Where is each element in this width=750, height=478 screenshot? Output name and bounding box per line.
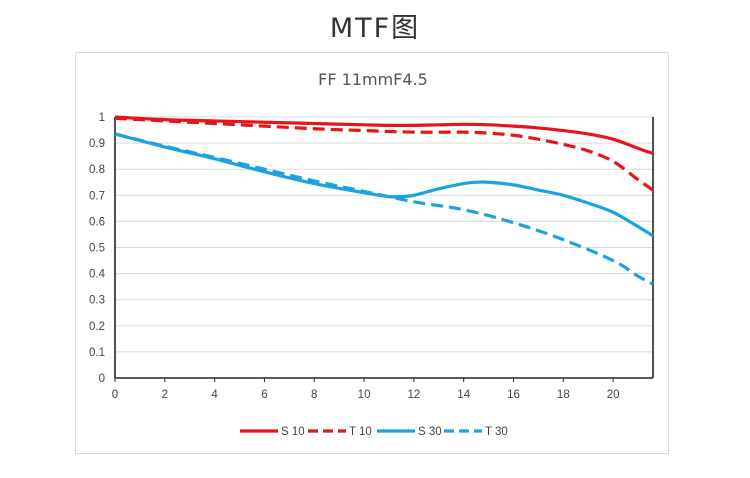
legend-label-s-10: S 10 bbox=[281, 426, 305, 438]
y-tick-label: 0 bbox=[99, 373, 105, 385]
legend-label-t-10: T 10 bbox=[349, 426, 372, 438]
series-line-s-10 bbox=[114, 115, 654, 156]
legend-label-t-30: T 30 bbox=[485, 426, 508, 438]
mtf-chart: FF 11mmF4.5 0 0.1 0.2 0.3 0.4 0.5 0.6 0.7 0.8 0.9… bbox=[89, 70, 654, 438]
y-tick-label: 0.4 bbox=[89, 269, 106, 281]
x-tick-label: 2 bbox=[162, 389, 168, 401]
x-tick-label: 6 bbox=[261, 389, 267, 401]
x-tick-label: 8 bbox=[311, 389, 317, 401]
x-tick-label: 4 bbox=[211, 389, 218, 401]
y-tick-label: 0.2 bbox=[89, 321, 105, 333]
chart-legend: S 10 T 10 S 30 T 30 bbox=[240, 426, 508, 438]
y-tick-label: 0.8 bbox=[89, 164, 105, 176]
x-tick-label: 14 bbox=[457, 389, 470, 401]
x-axis-tick-labels: 0 2 4 6 8 10 12 14 16 18 20 bbox=[112, 389, 620, 401]
chart-title: FF 11mmF4.5 bbox=[318, 70, 428, 89]
x-tick-label: 18 bbox=[557, 389, 570, 401]
legend-label-s-30: S 30 bbox=[418, 426, 442, 438]
y-axis-tick-labels: 0 0.1 0.2 0.3 0.4 0.5 0.6 0.7 0.8 0.9 1 bbox=[89, 112, 106, 385]
series-line-t-10 bbox=[114, 116, 654, 192]
x-tick-label: 12 bbox=[407, 389, 420, 401]
x-tick-label: 0 bbox=[112, 389, 118, 401]
y-tick-label: 0.3 bbox=[89, 295, 105, 307]
data-series bbox=[114, 115, 654, 286]
x-tick-label: 10 bbox=[358, 389, 371, 401]
page-heading: MTF图 bbox=[329, 13, 421, 44]
y-tick-label: 1 bbox=[99, 112, 105, 124]
y-tick-label: 0.7 bbox=[89, 190, 105, 202]
y-tick-label: 0.9 bbox=[89, 138, 105, 150]
x-tick-label: 16 bbox=[507, 389, 520, 401]
mtf-chart-panel: FF 11mmF4.5 0 0.1 0.2 0.3 0.4 0.5 0.6 0.7 0.8 0.9… bbox=[75, 52, 669, 454]
y-tick-label: 0.1 bbox=[89, 347, 105, 359]
axis-frame bbox=[114, 117, 654, 382]
y-tick-label: 0.5 bbox=[89, 243, 105, 255]
grid-lines bbox=[115, 116, 653, 379]
series-line-t-30 bbox=[114, 132, 654, 286]
series-line-s-30 bbox=[114, 132, 654, 238]
y-tick-label: 0.6 bbox=[89, 216, 105, 228]
x-tick-label: 20 bbox=[607, 389, 620, 401]
